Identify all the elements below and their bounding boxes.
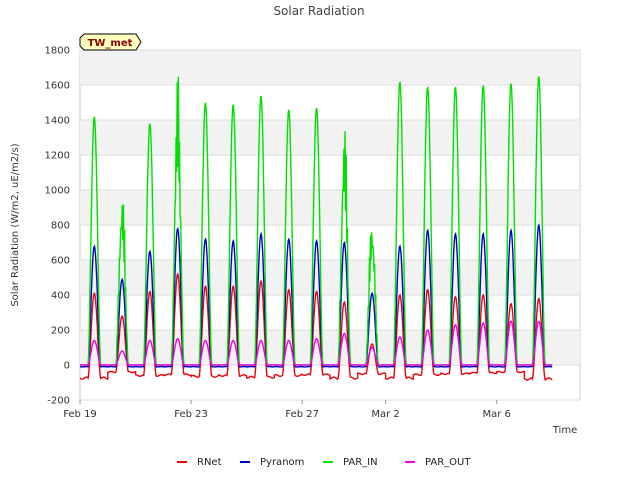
- station-tag-label: TW_met: [88, 38, 133, 49]
- series-lines: [80, 76, 553, 382]
- station-tag-box: [79, 33, 142, 51]
- y-tick-label: 800: [51, 221, 70, 232]
- legend-item-par-in: PAR_IN: [323, 457, 378, 468]
- grid-band: [80, 330, 580, 365]
- y-tick-label: 1400: [45, 116, 70, 127]
- legend-label: Pyranom: [260, 457, 304, 468]
- x-tick-label: Mar 6: [482, 409, 510, 420]
- x-axis: Feb 19 Feb 23 Feb 27 Mar 2 Mar 6: [63, 400, 511, 420]
- grid-bands: [80, 50, 580, 365]
- y-axis: -200 0 200 400 600 800 1000 1200 1400 1600 1800: [45, 46, 70, 407]
- x-tick-label: Feb 19: [63, 409, 97, 420]
- grid-band: [80, 260, 580, 295]
- x-tick-label: Mar 2: [371, 409, 399, 420]
- station-tag: TW_met: [79, 33, 142, 51]
- y-tick-label: 1000: [45, 186, 70, 197]
- y-tick-label: 1800: [45, 46, 70, 57]
- grid-band: [80, 120, 580, 155]
- series-line-pyranom: [80, 223, 553, 368]
- grid-band: [80, 190, 580, 225]
- y-tick-label: 0: [64, 361, 70, 372]
- legend-item-par-out: PAR_OUT: [405, 457, 471, 468]
- grid-band: [80, 50, 580, 85]
- x-tick-label: Feb 23: [174, 409, 208, 420]
- y-axis-title: Solar Radiation (W/m2, uE/m2/s): [10, 143, 21, 306]
- y-tick-label: 600: [51, 256, 70, 267]
- y-tick-label: 400: [51, 291, 70, 302]
- legend-label: PAR_IN: [343, 457, 378, 468]
- series-line-par-out: [80, 320, 553, 366]
- x-axis-title: Time: [552, 425, 577, 436]
- legend-item-rnet: RNet: [177, 457, 222, 468]
- y-tick-label: 1600: [45, 81, 70, 92]
- legend-label: PAR_OUT: [425, 457, 471, 468]
- y-tick-label: 1200: [45, 151, 70, 162]
- legend: RNet Pyranom PAR_IN PAR_OUT: [177, 457, 471, 468]
- x-tick-label: Feb 27: [285, 409, 319, 420]
- chart-title: Solar Radiation: [273, 4, 364, 18]
- legend-label: RNet: [197, 457, 222, 468]
- y-tick-label: -200: [47, 396, 70, 407]
- y-tick-label: 200: [51, 326, 70, 337]
- legend-item-pyranom: Pyranom: [240, 457, 304, 468]
- series-line-rnet: [80, 272, 553, 382]
